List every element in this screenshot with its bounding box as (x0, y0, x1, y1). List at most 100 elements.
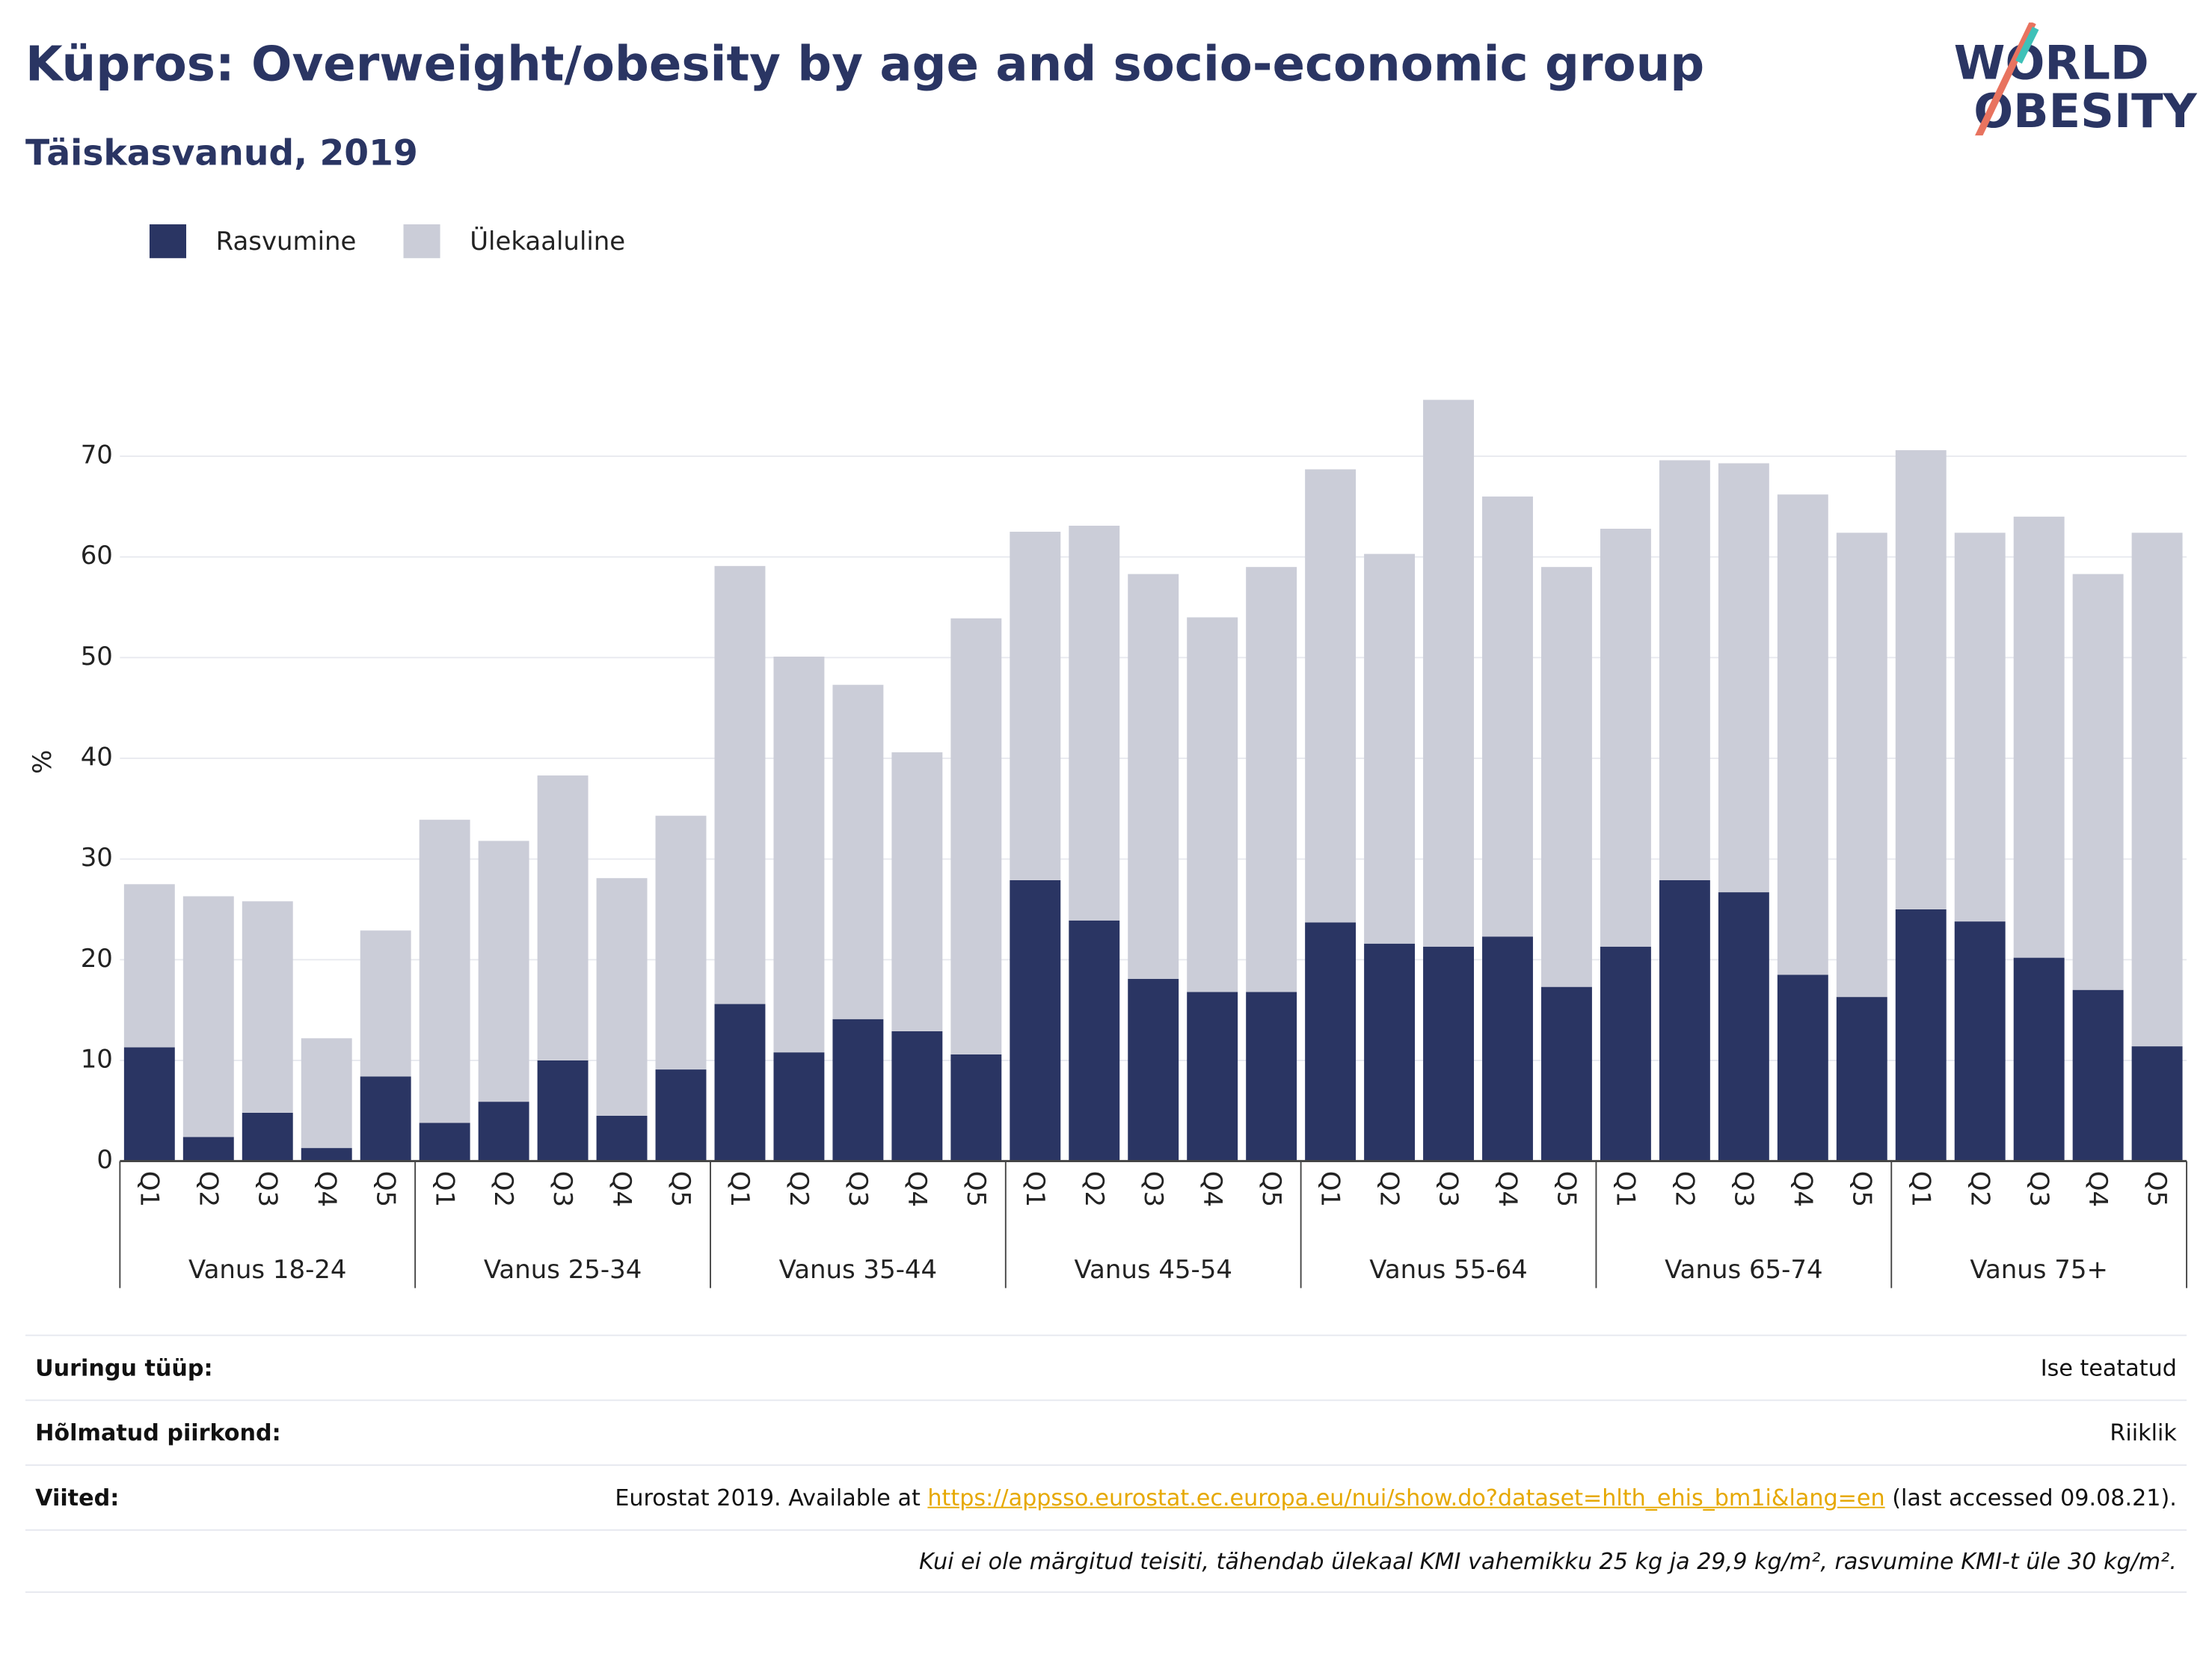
footer-note: Kui ei ole märgitud teisiti, tähendab ül… (25, 1529, 2187, 1593)
bar-segment (1187, 617, 1238, 992)
bar-segment (1954, 532, 2006, 922)
bar-segment (1010, 879, 1061, 1161)
bar-segment (301, 1148, 352, 1161)
x-tick-label: Q3 (547, 1171, 577, 1207)
footer-value: Eurostat 2019. Available at https://apps… (615, 1484, 2177, 1511)
bar-segment (537, 775, 589, 1060)
bar-segment (478, 841, 529, 1102)
logo: WORLD OBESITY (1953, 22, 2197, 138)
bar-segment (1895, 909, 1947, 1161)
footer-value: Riiklik (2110, 1419, 2177, 1446)
footer-label: Uuringu tüüp: (35, 1354, 213, 1381)
bar-segment (2131, 1046, 2183, 1161)
x-tick-label: Q5 (666, 1171, 695, 1207)
chart: Rasvumine Ülekaaluline 0 10 20 30 40 50 60 70% Q1 Q… (28, 224, 2188, 1289)
footer-value: Ise teatatud (2040, 1354, 2177, 1381)
footer-row: Uuringu tüüp: Ise teatatud (25, 1334, 2187, 1400)
group-label: Vanus 18-24 (188, 1255, 346, 1285)
bar-segment (242, 1112, 293, 1161)
x-tick-label: Q4 (1197, 1171, 1227, 1207)
bar-segment (596, 878, 648, 1116)
bar-segment (242, 901, 293, 1113)
bar-segment (1777, 974, 1828, 1161)
logo-text: OBESITY (1973, 83, 2197, 138)
bar-segment (891, 1031, 943, 1161)
x-tick-label: Q1 (1905, 1171, 1935, 1207)
y-tick-label: 50 (81, 642, 113, 672)
y-tick-label: 30 (81, 843, 113, 873)
y-tick-label: 70 (81, 440, 113, 470)
x-tick-label: Q1 (1315, 1171, 1345, 1207)
y-tick-label: 0 (96, 1145, 113, 1175)
y-tick-label: 40 (81, 742, 113, 772)
x-tick-label: Q2 (1669, 1171, 1699, 1207)
y-tick-label: 60 (81, 541, 113, 571)
bar-segment (1128, 574, 1179, 979)
bar-segment (1836, 532, 1887, 998)
footer-row: Hõlmatud piirkond: Riiklik (25, 1399, 2187, 1464)
x-tick-label: Q5 (1846, 1171, 1876, 1207)
bar-segment (478, 1102, 529, 1161)
ref-text: (last accessed 09.08.21). (1884, 1484, 2177, 1511)
bar-segment (891, 752, 943, 1031)
bar-segment (2072, 989, 2124, 1161)
bar-segment (1600, 946, 1651, 1161)
bar-segment (1718, 463, 1769, 893)
x-tick-label: Q3 (252, 1171, 282, 1207)
logo-text: WORLD (1953, 35, 2149, 90)
x-tick-label: Q4 (1787, 1171, 1817, 1207)
x-tick-label: Q3 (1728, 1171, 1758, 1207)
group-label: Vanus 45-54 (1074, 1255, 1232, 1285)
bar-segment (655, 815, 707, 1070)
bar-segment (182, 1137, 234, 1161)
bar-segment (123, 1047, 175, 1161)
legend-label: Ülekaaluline (470, 226, 625, 257)
bar-segment (655, 1069, 707, 1161)
chart-title: Küpros: Overweight/obesity by age and so… (25, 37, 1705, 93)
x-tick-label: Q3 (2024, 1171, 2053, 1207)
bar-segment (1954, 921, 2006, 1161)
legend-swatch (403, 224, 440, 259)
bar-segment (2013, 516, 2065, 958)
x-tick-label: Q3 (843, 1171, 873, 1207)
bar-segment (1895, 449, 1947, 909)
bar-segment (773, 656, 825, 1053)
bar-segment (1364, 943, 1416, 1161)
x-tick-label: Q3 (1138, 1171, 1168, 1207)
logo-slash (1975, 22, 2039, 136)
bar-segment (1600, 528, 1651, 947)
bar-segment (1423, 399, 1474, 947)
bar-segment (123, 884, 175, 1048)
bar-segment (301, 1038, 352, 1149)
group-label: Vanus 25-34 (484, 1255, 642, 1285)
y-axis-label: % (28, 750, 58, 774)
bar-segment (1305, 922, 1357, 1161)
ref-link[interactable]: https://appsso.eurostat.ec.europa.eu/nui… (927, 1484, 1885, 1511)
x-tick-label: Q2 (488, 1171, 518, 1207)
legend-label: Rasvumine (216, 227, 357, 257)
x-tick-label: Q5 (1256, 1171, 1286, 1207)
bar-segment (950, 618, 1002, 1054)
x-tick-label: Q5 (961, 1171, 991, 1207)
x-tick-label: Q1 (1611, 1171, 1641, 1207)
bar-segment (1482, 496, 1533, 937)
group-label: Vanus 35-44 (779, 1255, 937, 1285)
bar-segment (1187, 992, 1238, 1161)
footer: Uuringu tüüp: Ise teatatud Hõlmatud piirk… (25, 1334, 2187, 1593)
x-tick-label: Q2 (1964, 1171, 1994, 1207)
chart-subtitle: Täiskasvanud, 2019 (25, 132, 418, 174)
bar-segment (537, 1060, 589, 1161)
bar-segment (596, 1115, 648, 1161)
footer-row: Viited: Eurostat 2019. Available at https… (25, 1464, 2187, 1529)
x-tick-label: Q4 (1493, 1171, 1523, 1207)
bar-segment (2131, 532, 2183, 1047)
bar-segment (1482, 936, 1533, 1161)
bar-segment (360, 930, 411, 1077)
x-tick-label: Q2 (784, 1171, 814, 1207)
bar-segment (1659, 879, 1710, 1161)
bar-segment (950, 1054, 1002, 1161)
bar-segment (2013, 957, 2065, 1161)
bar-segment (1246, 567, 1297, 992)
x-tick-label: Q5 (2142, 1171, 2172, 1207)
